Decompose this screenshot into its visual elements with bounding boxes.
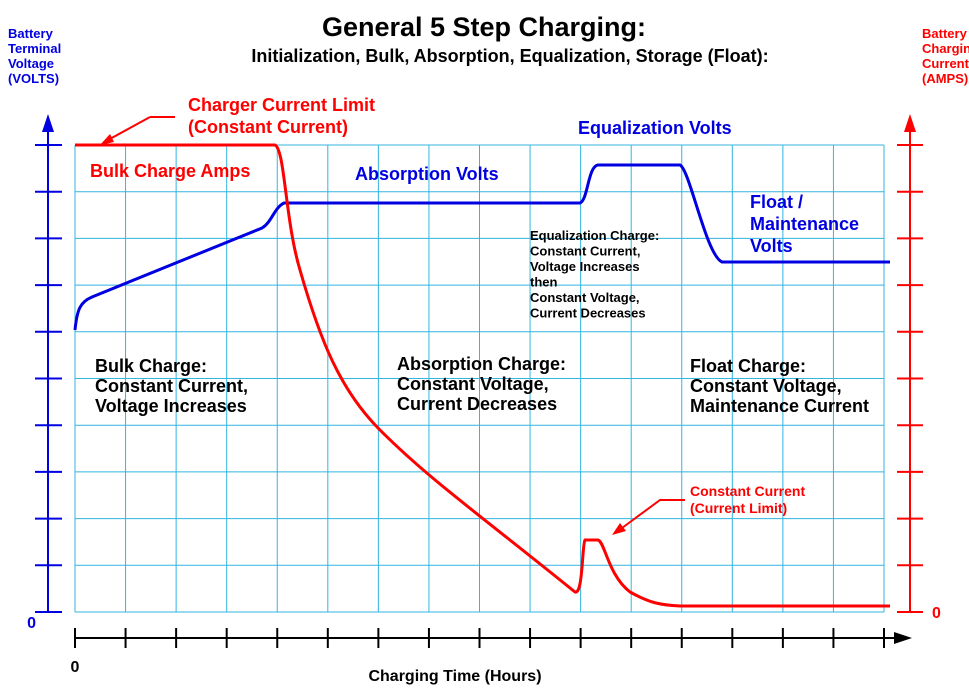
label: Current Decreases: [397, 394, 557, 414]
label: Battery: [922, 26, 968, 41]
label: Charging: [922, 41, 969, 56]
subtitle: Initialization, Bulk, Absorption, Equali…: [251, 46, 768, 66]
label: then: [530, 275, 558, 290]
arrow: [107, 116, 151, 141]
label: Float /: [750, 192, 803, 212]
right-zero: 0: [932, 605, 941, 622]
current-curve: [75, 143, 890, 608]
label: Voltage Increases: [95, 396, 247, 416]
label: Charger Current Limit: [188, 95, 375, 115]
arrowhead: [612, 523, 626, 535]
label: Equalization Volts: [578, 118, 732, 138]
label: Volts: [750, 236, 793, 256]
left-zero: 0: [27, 615, 36, 632]
time-label: Charging Time (Hours): [368, 668, 541, 685]
label: Maintenance: [750, 214, 859, 234]
label: Constant Current,: [530, 244, 641, 259]
title: General 5 Step Charging:: [322, 12, 646, 42]
label: Maintenance Current: [690, 396, 869, 416]
label: Constant Voltage,: [530, 290, 640, 305]
label: Voltage Increases: [530, 259, 640, 274]
voltage-curve: [73, 163, 890, 331]
label: (VOLTS): [8, 71, 59, 86]
label: Constant Current: [690, 483, 805, 499]
label: Constant Voltage,: [690, 376, 842, 396]
label: Bulk Charge:: [95, 356, 207, 376]
label: Bulk Charge Amps: [90, 161, 250, 181]
label: Absorption Volts: [355, 164, 499, 184]
label: Voltage: [8, 56, 54, 71]
label: Terminal: [8, 41, 61, 56]
label: Equalization Charge:: [530, 228, 659, 243]
axes: [35, 114, 923, 648]
label: Current: [922, 56, 969, 71]
label: Constant Voltage,: [397, 374, 549, 394]
label: Float Charge:: [690, 356, 806, 376]
label: (Current Limit): [690, 500, 787, 516]
label: Constant Current,: [95, 376, 248, 396]
label: (AMPS): [922, 71, 968, 86]
label: (Constant Current): [188, 117, 348, 137]
label: Battery: [8, 26, 54, 41]
label: Current Decreases: [530, 306, 646, 321]
arrowhead: [100, 134, 114, 145]
label: Absorption Charge:: [397, 354, 566, 374]
time-zero: 0: [71, 659, 80, 676]
grid: [74, 144, 885, 613]
arrow: [621, 499, 685, 529]
